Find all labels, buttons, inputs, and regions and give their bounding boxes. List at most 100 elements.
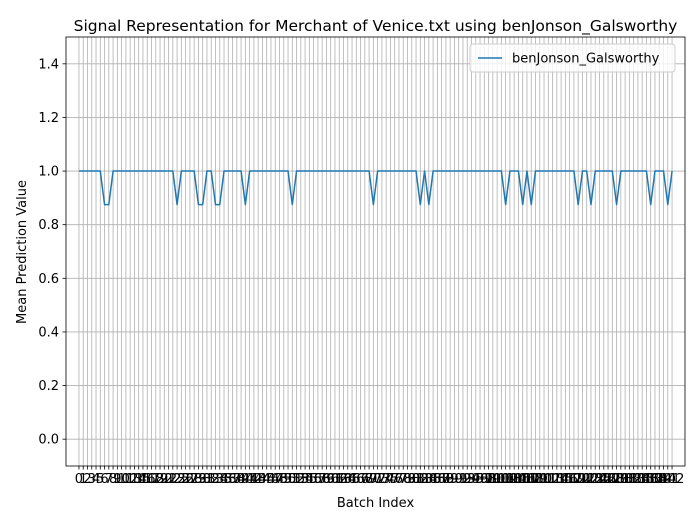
x-tick-label: 114 [544, 472, 569, 487]
y-tick-label: 0.6 [38, 272, 59, 287]
x-tick-label: 92 [455, 472, 472, 487]
x-tick-label: 13 [126, 472, 143, 487]
x-tick-label: 124 [583, 472, 608, 487]
x-tick-label: 119 [561, 472, 586, 487]
x-tick-label: 121 [570, 472, 595, 487]
x-tick-label: 94 [463, 472, 480, 487]
x-tick-label: 57 [310, 472, 327, 487]
x-tick-label: 115 [549, 472, 574, 487]
x-tick-label: 46 [263, 472, 280, 487]
x-tick-label: 72 [369, 472, 386, 487]
x-tick-label: 122 [574, 472, 599, 487]
x-tick-label: 47 [267, 472, 284, 487]
x-tick-label: 7 [105, 472, 113, 487]
x-tick-label: 99 [485, 472, 502, 487]
x-tick-label: 61 [327, 472, 344, 487]
x-tick-label: 109 [523, 472, 548, 487]
x-tick-label: 25 [173, 472, 190, 487]
x-tick-label: 86 [429, 472, 446, 487]
x-tick-label: 53 [293, 472, 310, 487]
x-tick-label: 62 [331, 472, 348, 487]
x-tick-label: 79 [399, 472, 416, 487]
x-tick-label: 137 [638, 472, 663, 487]
x-tick-label: 10 [113, 472, 130, 487]
x-tick-label: 81 [408, 472, 425, 487]
x-tick-label: 128 [600, 472, 625, 487]
x-tick-label: 135 [630, 472, 655, 487]
y-tick-label: 1.2 [38, 111, 59, 126]
x-tick-label: 2 [83, 472, 91, 487]
x-tick-label: 138 [643, 472, 668, 487]
x-tick-label: 5 [96, 472, 104, 487]
x-tick-label: 30 [194, 472, 211, 487]
x-tick-label: 78 [395, 472, 412, 487]
x-tick-label: 45 [258, 472, 275, 487]
axes: 0123456789101112131415161718192021222325… [38, 36, 686, 487]
x-tick-label: 27 [182, 472, 199, 487]
x-tick-label: 76 [386, 472, 403, 487]
x-tick-label: 83 [416, 472, 433, 487]
x-tick-label: 85 [425, 472, 442, 487]
series-line-benJonson_Galsworthy [78, 170, 673, 206]
x-tick-label: 37 [224, 472, 241, 487]
x-tick-label: 49 [275, 472, 292, 487]
x-tick-label: 123 [579, 472, 604, 487]
x-tick-label: 73 [374, 472, 391, 487]
x-tick-label: 136 [634, 472, 659, 487]
grid [66, 37, 685, 466]
x-tick-label: 3 [88, 472, 96, 487]
x-tick-label: 55 [301, 472, 318, 487]
x-tick-label: 26 [177, 472, 194, 487]
x-tick-label: 132 [617, 472, 642, 487]
x-tick-label: 56 [305, 472, 322, 487]
x-tick-label: 11 [118, 472, 135, 487]
x-tick-label: 82 [412, 472, 429, 487]
x-tick-label: 141 [655, 472, 680, 487]
x-tick-label: 58 [314, 472, 331, 487]
x-tick-label: 66 [348, 472, 365, 487]
x-tick-label: 23 [169, 472, 186, 487]
x-tick-label: 98 [480, 472, 497, 487]
x-tick-label: 96 [472, 472, 489, 487]
x-tick-label: 44 [254, 472, 271, 487]
x-tick-label: 14 [130, 472, 147, 487]
x-tick-label: 32 [203, 472, 220, 487]
series-layer [78, 170, 673, 206]
x-tick-label: 48 [271, 472, 288, 487]
x-tick-label: 142 [660, 472, 685, 487]
x-axis-label: Batch Index [337, 496, 415, 511]
x-tick-label: 140 [651, 472, 676, 487]
x-tick-label: 103 [497, 472, 522, 487]
x-tick-label: 125 [587, 472, 612, 487]
plot-frame [65, 36, 686, 467]
x-tick-label: 112 [536, 472, 561, 487]
y-axis-label: Mean Prediction Value [15, 180, 30, 324]
x-tick-label: 35 [216, 472, 233, 487]
x-tick-label: 89 [442, 472, 459, 487]
x-tick-label: 105 [506, 472, 531, 487]
x-tick-label: 108 [519, 472, 544, 487]
x-tick-label: 40 [237, 472, 254, 487]
x-tick-label: 80 [403, 472, 420, 487]
x-tick-label: 97 [476, 472, 493, 487]
x-tick-label: 134 [626, 472, 651, 487]
x-tick-label: 106 [510, 472, 535, 487]
x-tick-label: 67 [352, 472, 369, 487]
x-tick-label: 70 [365, 472, 382, 487]
y-tick-label: 0.0 [38, 433, 59, 448]
x-tick-label: 43 [250, 472, 267, 487]
x-tick-label: 131 [613, 472, 638, 487]
x-tick-label: 104 [502, 472, 527, 487]
x-tick-label: 133 [621, 472, 646, 487]
x-tick-label: 113 [540, 472, 565, 487]
x-tick-label: 20 [156, 472, 173, 487]
x-tick-label: 6 [100, 472, 108, 487]
x-tick-label: 69 [361, 472, 378, 487]
x-tick-label: 68 [357, 472, 374, 487]
y-tick-label: 0.2 [38, 379, 59, 394]
x-tick-label: 63 [335, 472, 352, 487]
x-tick-label: 15 [135, 472, 152, 487]
x-tick-label: 64 [339, 472, 356, 487]
x-tick-label: 120 [566, 472, 591, 487]
